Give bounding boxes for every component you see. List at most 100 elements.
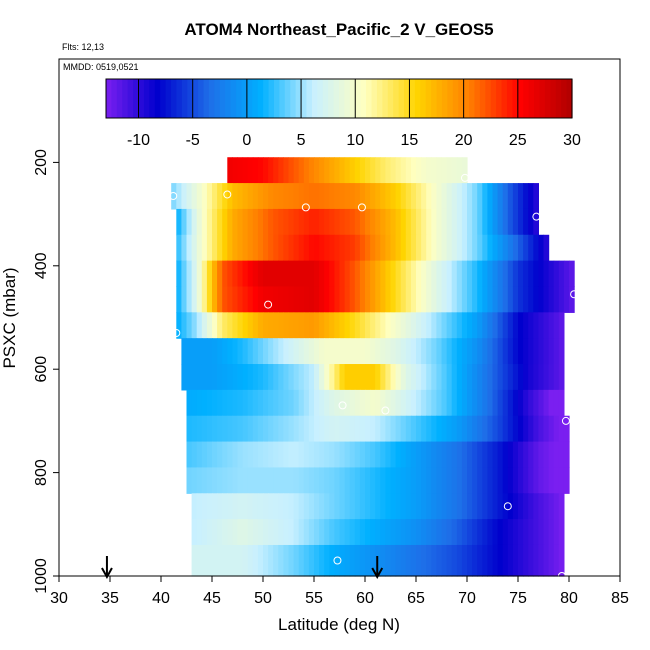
heatmap-cell xyxy=(252,208,259,236)
heatmap-cell xyxy=(334,312,341,339)
heatmap-cell xyxy=(558,415,565,443)
heatmap-cell xyxy=(472,260,478,288)
heatmap-cell xyxy=(349,312,356,339)
x-tick-label: 75 xyxy=(509,590,527,607)
heatmap-cell xyxy=(467,208,473,236)
heatmap-cell xyxy=(538,260,545,288)
heatmap-cell xyxy=(441,286,448,313)
heatmap-cell xyxy=(456,338,463,365)
heatmap-cell xyxy=(405,519,412,546)
colorbar-swatch xyxy=(534,79,541,118)
heatmap-cell xyxy=(451,208,458,236)
heatmap-cell xyxy=(472,312,478,339)
heatmap-cell xyxy=(349,208,356,236)
heatmap-cell xyxy=(477,441,483,469)
heatmap-cell xyxy=(232,338,239,365)
heatmap-cell xyxy=(395,260,402,288)
heatmap-cell xyxy=(543,493,550,520)
heatmap-cell xyxy=(385,544,392,577)
heatmap-cell xyxy=(553,389,560,417)
sample-point xyxy=(570,290,579,299)
colorbar-swatch xyxy=(208,79,215,118)
heatmap-cell xyxy=(405,415,412,443)
heatmap-cell xyxy=(436,338,443,365)
colorbar-swatch xyxy=(230,79,237,118)
heatmap-cell xyxy=(242,157,249,184)
heatmap-cell xyxy=(278,234,284,262)
heatmap-cell xyxy=(461,234,468,262)
heatmap-cell xyxy=(512,312,519,339)
heatmap-cell xyxy=(548,312,555,339)
heatmap-cell xyxy=(502,260,509,288)
heatmap-cell xyxy=(339,183,346,210)
heatmap-cell xyxy=(288,312,295,339)
heatmap-cell xyxy=(186,389,193,417)
heatmap-cell xyxy=(273,183,279,210)
heatmap-cell xyxy=(222,286,228,313)
heatmap-cell xyxy=(191,519,198,546)
heatmap-cell xyxy=(212,415,218,443)
colorbar-swatch xyxy=(544,79,551,118)
flight-marker-arrow xyxy=(371,556,384,580)
colorbar-swatch xyxy=(263,79,270,118)
heatmap-cell xyxy=(191,312,198,339)
heatmap-cell xyxy=(410,338,417,365)
colorbar-swatch xyxy=(149,79,156,118)
x-tick-label: 40 xyxy=(152,590,170,607)
colorbar-swatch xyxy=(333,79,340,118)
heatmap-cell xyxy=(329,208,335,236)
heatmap-cell xyxy=(528,364,534,391)
colorbar: -10 -5 0 5 10 15 20 25 30 xyxy=(105,78,581,149)
heatmap-cell xyxy=(365,338,371,365)
heatmap-cell xyxy=(339,338,346,365)
heatmap-cell xyxy=(426,338,432,365)
heatmap-cell xyxy=(528,415,534,443)
heatmap-cell xyxy=(186,286,193,313)
heatmap-cell xyxy=(308,544,315,577)
colorbar-swatch xyxy=(458,79,465,118)
heatmap-cell xyxy=(181,338,188,365)
heatmap-cell xyxy=(467,260,473,288)
heatmap-cell xyxy=(436,493,443,520)
heatmap-cell xyxy=(543,286,550,313)
heatmap-cell xyxy=(446,234,453,262)
heatmap-cell xyxy=(191,183,198,210)
heatmap-cell xyxy=(467,493,473,520)
heatmap-cell xyxy=(405,234,412,262)
heatmap-cell xyxy=(421,157,427,184)
heatmap-cell xyxy=(222,467,228,494)
heatmap-cell xyxy=(257,493,264,520)
heatmap-cell xyxy=(354,286,361,313)
heatmap-cell xyxy=(329,364,335,391)
heatmap-cell xyxy=(533,364,539,391)
colorbar-swatch xyxy=(290,79,297,118)
heatmap-cell xyxy=(212,467,218,494)
heatmap-cell xyxy=(518,338,524,365)
heatmap-cell xyxy=(257,389,264,417)
heatmap-cell xyxy=(334,286,341,313)
heatmap-cell xyxy=(512,234,519,262)
heatmap-cell xyxy=(288,157,295,184)
heatmap-cell xyxy=(497,441,504,469)
heatmap-cell xyxy=(186,312,193,339)
heatmap-cell xyxy=(222,338,228,365)
heatmap-cell xyxy=(247,234,254,262)
heatmap-cell xyxy=(288,493,295,520)
heatmap-cell xyxy=(273,234,279,262)
heatmap-cell xyxy=(441,234,448,262)
heatmap-cell xyxy=(329,389,335,417)
heatmap-layer xyxy=(176,234,550,262)
heatmap-cell xyxy=(375,338,381,365)
heatmap-cell xyxy=(247,260,254,288)
heatmap-cell xyxy=(283,338,290,365)
heatmap-cell xyxy=(375,467,381,494)
heatmap-cell xyxy=(242,467,249,494)
heatmap-cell xyxy=(344,364,351,391)
heatmap-cell xyxy=(421,183,427,210)
heatmap-cell xyxy=(467,234,473,262)
heatmap-layer xyxy=(176,312,565,339)
heatmap-cell xyxy=(365,364,371,391)
heatmap-cell xyxy=(538,338,545,365)
heatmap-cell xyxy=(410,286,417,313)
heatmap-cell xyxy=(451,544,458,577)
